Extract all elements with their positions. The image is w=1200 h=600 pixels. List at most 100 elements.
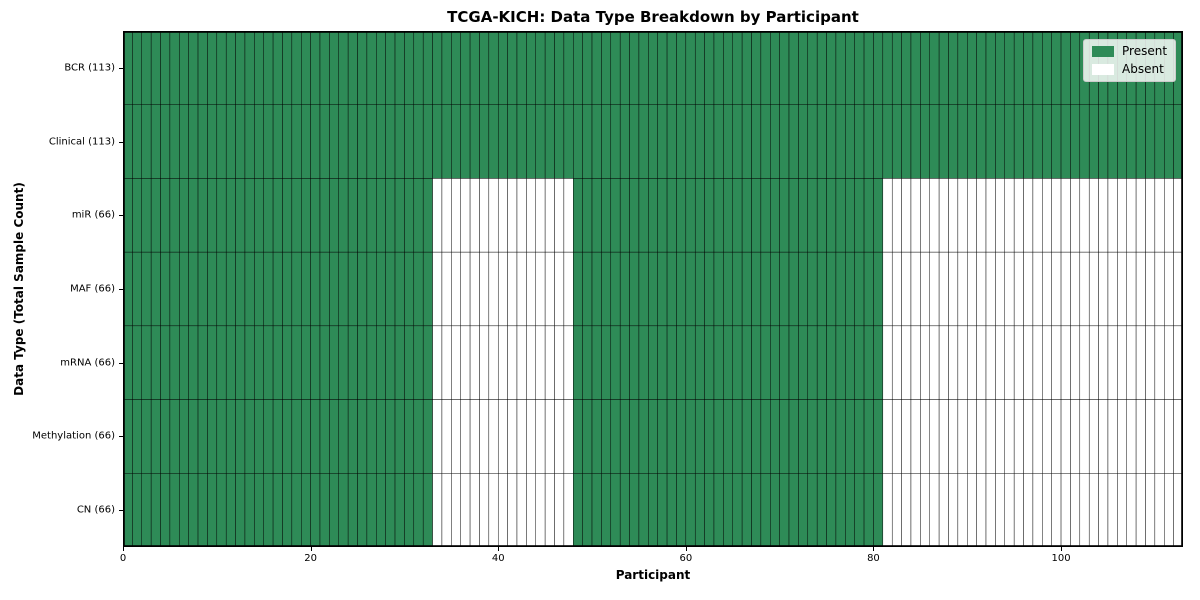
heatmap-cell (957, 31, 968, 105)
heatmap-cell (741, 31, 752, 105)
heatmap-cell (741, 325, 752, 400)
heatmap-cell (563, 473, 574, 547)
heatmap-cell (1051, 251, 1062, 327)
heatmap-cell (685, 104, 696, 179)
heatmap-cell (432, 178, 443, 253)
heatmap-cell (422, 104, 433, 179)
heatmap-cell (863, 104, 874, 179)
heatmap-cell (563, 251, 574, 327)
heatmap-cell (479, 473, 490, 547)
heatmap-cell (394, 104, 405, 179)
heatmap-cell (779, 473, 790, 547)
heatmap-cell (591, 31, 602, 105)
heatmap-cell (488, 178, 499, 253)
heatmap-cell (760, 325, 771, 400)
heatmap-cell (150, 251, 161, 327)
heatmap-cell (694, 325, 705, 400)
heatmap-cell (901, 31, 912, 105)
heatmap-cell (413, 31, 424, 105)
heatmap-cell (507, 473, 518, 547)
heatmap-cell (882, 325, 893, 400)
heatmap-cell (347, 399, 358, 474)
heatmap-cell (845, 399, 855, 474)
heatmap-cell (967, 31, 977, 105)
heatmap-cell (422, 473, 433, 547)
heatmap-cell (469, 325, 480, 400)
heatmap-cell (723, 399, 733, 474)
plot-frame (123, 31, 1183, 547)
heatmap-cell (141, 399, 152, 474)
heatmap-cell (976, 473, 987, 547)
heatmap-cell (1032, 178, 1043, 253)
heatmap-cell (338, 178, 349, 253)
heatmap-cell (526, 399, 536, 474)
heatmap-cell (854, 104, 865, 179)
heatmap-cell (451, 473, 461, 547)
heatmap-cell (179, 178, 189, 253)
heatmap-cell (282, 399, 293, 474)
heatmap-cell (1060, 473, 1071, 547)
heatmap-cell (526, 325, 536, 400)
heatmap-cell (141, 104, 152, 179)
heatmap-cell (1060, 178, 1071, 253)
heatmap-cell (601, 399, 612, 474)
heatmap-cell (1042, 104, 1052, 179)
heatmap-cell (1042, 473, 1052, 547)
heatmap-cell (1107, 399, 1118, 474)
heatmap-cell (967, 178, 977, 253)
heatmap-cell (948, 31, 959, 105)
heatmap-cell (404, 473, 415, 547)
heatmap-cell (1098, 473, 1109, 547)
heatmap-cell (629, 251, 640, 327)
heatmap-cell (995, 399, 1005, 474)
heatmap-cell (160, 31, 171, 105)
heatmap-cell (741, 178, 752, 253)
heatmap-cell (601, 104, 612, 179)
heatmap-cell (751, 399, 762, 474)
heatmap-cell (1032, 325, 1043, 400)
heatmap-cell (816, 325, 827, 400)
heatmap-cell (788, 178, 799, 253)
heatmap-cell (685, 251, 696, 327)
heatmap-cell (891, 104, 902, 179)
heatmap-cell (216, 178, 227, 253)
heatmap-cell (272, 325, 283, 400)
heatmap-cell (507, 178, 518, 253)
x-tick-mark (685, 547, 687, 551)
x-tick-label: 100 (1051, 553, 1071, 564)
heatmap-cell (1173, 473, 1183, 547)
heatmap-cell (976, 251, 987, 327)
heatmap-cell (741, 399, 752, 474)
heatmap (123, 31, 1183, 547)
heatmap-cell (535, 399, 546, 474)
heatmap-cell (723, 473, 733, 547)
heatmap-cell (310, 325, 321, 400)
heatmap-cell (648, 251, 658, 327)
heatmap-cell (591, 251, 602, 327)
heatmap-cell (1145, 399, 1156, 474)
heatmap-cell (591, 104, 602, 179)
legend-label-present: Present (1122, 44, 1168, 58)
heatmap-cell (329, 473, 339, 547)
heatmap-cell (469, 473, 480, 547)
heatmap-cell (150, 31, 161, 105)
heatmap-cell (1004, 473, 1015, 547)
heatmap-cell (1004, 31, 1015, 105)
heatmap-cell (601, 473, 612, 547)
heatmap-cell (948, 178, 959, 253)
heatmap-cell (188, 104, 199, 179)
heatmap-cell (376, 104, 386, 179)
heatmap-cell (976, 399, 987, 474)
heatmap-cell (1098, 325, 1109, 400)
heatmap-cell (554, 399, 565, 474)
heatmap-cell (469, 31, 480, 105)
heatmap-cell (610, 251, 621, 327)
heatmap-cell (188, 325, 199, 400)
heatmap-cell (1042, 31, 1052, 105)
heatmap-cell (291, 325, 302, 400)
heatmap-cell (948, 325, 959, 400)
heatmap-cell (507, 104, 518, 179)
heatmap-cell (891, 325, 902, 400)
heatmap-cell (910, 325, 921, 400)
